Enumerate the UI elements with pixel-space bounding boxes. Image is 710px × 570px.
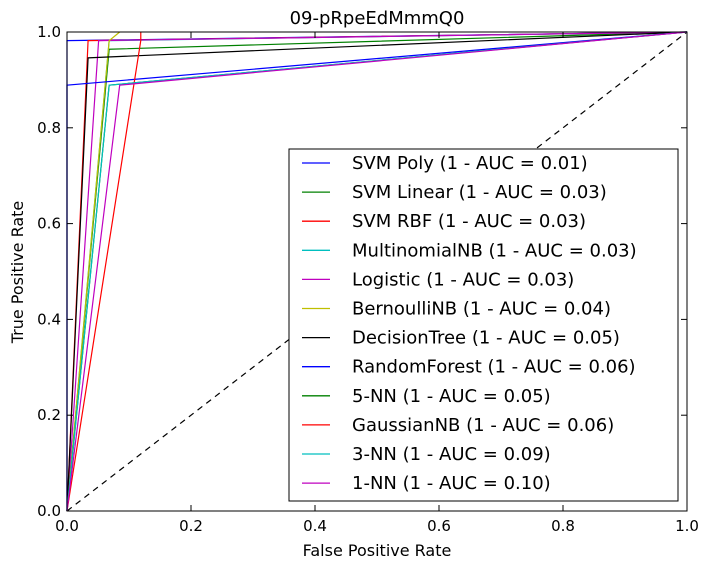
series-layer — [66, 31, 688, 512]
y-tick-label: 0.0 — [37, 502, 61, 520]
legend-label-5: Logistic (1 - AUC = 0.03) — [352, 269, 574, 290]
series-line-12 — [66, 31, 688, 512]
y-tick-label: 0.6 — [37, 215, 61, 233]
legend-label-11: 3-NN (1 - AUC = 0.09) — [352, 444, 551, 465]
legend-label-10: GaussianNB (1 - AUC = 0.06) — [352, 415, 614, 436]
x-tick-label: 1.0 — [675, 517, 699, 535]
x-tick-label: 0.2 — [179, 517, 203, 535]
legend-label-7: DecisionTree (1 - AUC = 0.05) — [352, 328, 620, 349]
series-line-7 — [66, 31, 688, 512]
x-tick-label: 0.6 — [427, 517, 451, 535]
y-axis-label: True Positive Rate — [8, 201, 27, 345]
chance-diagonal-line — [66, 31, 688, 512]
legend-label-8: RandomForest (1 - AUC = 0.06) — [352, 357, 636, 378]
legend-label-1: SVM Poly (1 - AUC = 0.01) — [352, 153, 588, 174]
y-axis-ticks: 0.0 0.2 0.4 0.6 0.8 1.0 — [37, 23, 687, 520]
legend: SVM Poly (1 - AUC = 0.01) SVM Linear (1 -… — [288, 148, 679, 502]
reference-line-layer — [66, 31, 688, 512]
legend-label-4: MultinomialNB (1 - AUC = 0.03) — [352, 240, 637, 261]
series-line-6 — [66, 31, 121, 512]
legend-label-6: BernoulliNB (1 - AUC = 0.04) — [352, 299, 611, 320]
y-tick-label: 0.2 — [37, 406, 61, 424]
legend-label-2: SVM Linear (1 - AUC = 0.03) — [352, 182, 607, 203]
legend-entries: SVM Poly (1 - AUC = 0.01) SVM Linear (1 -… — [302, 153, 637, 494]
x-axis-ticks: 0.0 0.2 0.4 0.6 0.8 1.0 — [55, 32, 699, 535]
x-tick-label: 0.0 — [55, 517, 79, 535]
plot-frame — [66, 31, 688, 512]
legend-frame — [288, 148, 679, 502]
legend-label-9: 5-NN (1 - AUC = 0.05) — [352, 386, 551, 407]
series-line-10 — [66, 32, 142, 512]
y-tick-label: 1.0 — [37, 23, 61, 41]
x-tick-label: 0.8 — [551, 517, 575, 535]
x-axis-label: False Positive Rate — [303, 541, 452, 560]
legend-label-12: 1-NN (1 - AUC = 0.10) — [352, 473, 551, 494]
y-tick-label: 0.8 — [37, 119, 61, 137]
chart-title: 09-pRpeEdMmmQ0 — [290, 8, 465, 29]
series-line-5 — [66, 31, 688, 512]
x-tick-label: 0.4 — [303, 517, 327, 535]
legend-label-3: SVM RBF (1 - AUC = 0.03) — [352, 211, 586, 232]
y-tick-label: 0.4 — [37, 310, 61, 328]
